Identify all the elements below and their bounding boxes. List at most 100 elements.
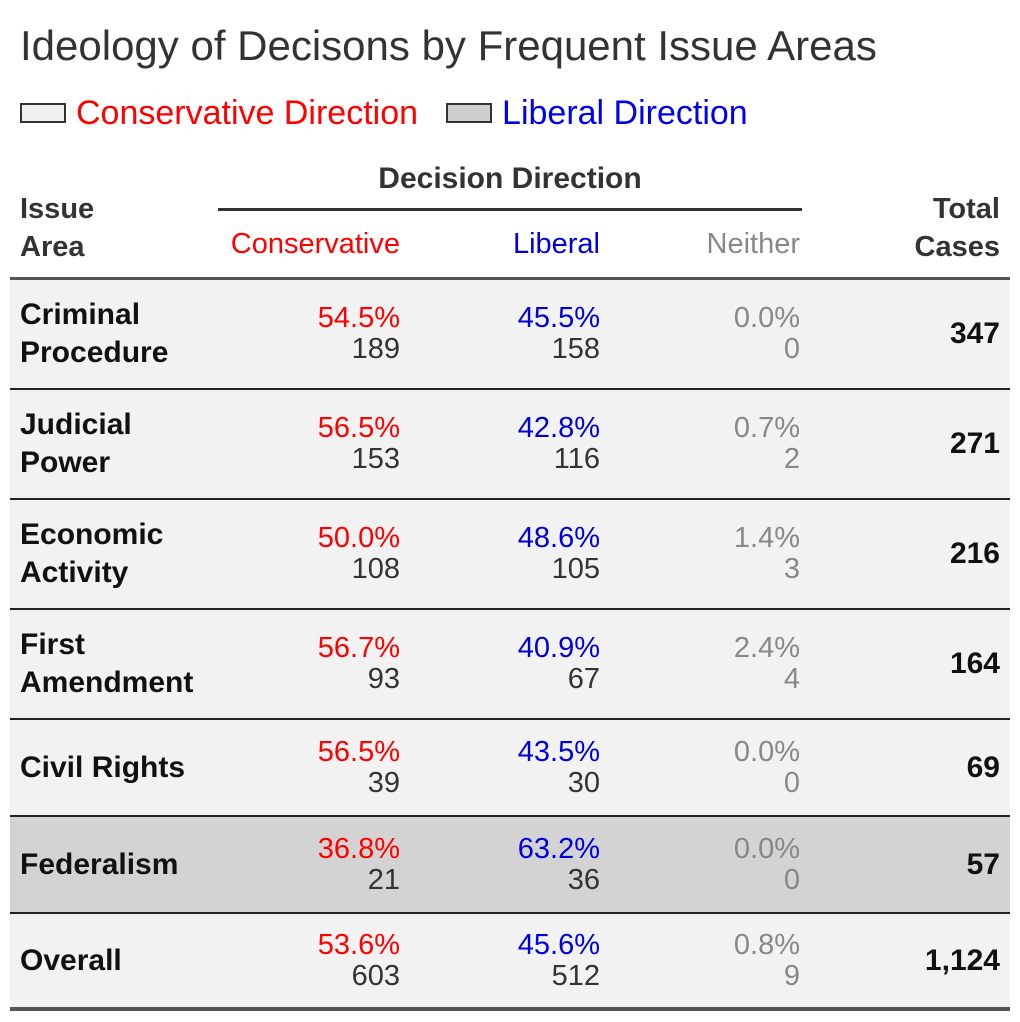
liberal-count: 116 xyxy=(553,443,600,475)
issue-area-label-text: Criminal Procedure xyxy=(20,296,168,372)
neither-percent: 1.4% xyxy=(733,522,800,554)
conservative-cell: 54.5% 189 xyxy=(318,280,400,388)
total-cases-value: 69 xyxy=(966,750,1000,784)
issue-area-label: Federalism xyxy=(20,817,230,912)
issue-area-label: First Amendment xyxy=(20,610,230,718)
neither-count: 0 xyxy=(783,333,800,365)
issue-area-label-line1: Economic xyxy=(20,518,164,551)
total-cases-value: 1,124 xyxy=(924,943,1000,977)
neither-cell: 0.8% 9 xyxy=(734,914,800,1007)
total-cases-value: 271 xyxy=(949,427,1000,460)
conservative-cell: 36.8% 21 xyxy=(318,817,400,912)
conservative-percent: 54.5% xyxy=(317,302,400,334)
total-cases-header-line2: Cases xyxy=(914,231,1000,263)
issue-area-header-line2: Area xyxy=(20,231,85,263)
liberal-percent: 45.6% xyxy=(517,928,600,961)
issue-area-label-line2: Amendment xyxy=(20,666,194,699)
issue-area-label-line1: Judicial xyxy=(20,408,132,441)
neither-cell: 0.7% 2 xyxy=(734,390,800,498)
issue-area-label: Criminal Procedure xyxy=(20,280,230,388)
neither-percent: 0.0% xyxy=(733,832,800,865)
conservative-count: 603 xyxy=(351,959,400,992)
liberal-cell: 63.2% 36 xyxy=(518,817,600,912)
legend-label-conservative: Conservative Direction xyxy=(76,93,419,132)
table-row: Civil Rights 56.5% 39 43.5% 30 0.0% 0 69 xyxy=(10,720,1010,817)
conservative-count: 39 xyxy=(367,766,400,799)
neither-percent: 0.8% xyxy=(733,928,800,961)
issue-area-label-line2: Activity xyxy=(20,556,129,589)
table-row: Economic Activity 50.0% 108 48.6% 105 1.4% 3 216 xyxy=(10,500,1010,610)
neither-cell: 1.4% 3 xyxy=(734,500,800,608)
table-row: Overall 53.6% 603 45.6% 512 0.8% 9 1,124 xyxy=(10,914,1010,1011)
table-row: Criminal Procedure 54.5% 189 45.5% 158 0.0% 0 34… xyxy=(10,280,1010,390)
liberal-count: 105 xyxy=(551,553,600,585)
neither-count: 0 xyxy=(783,766,800,799)
table-header: Decision Direction Issue Area Conservati… xyxy=(0,150,1020,280)
legend-item-liberal: Liberal Direction xyxy=(446,94,748,133)
issue-area-label-line1: Civil Rights xyxy=(20,750,186,784)
liberal-percent: 45.5% xyxy=(517,302,600,334)
liberal-cell: 45.6% 512 xyxy=(518,914,600,1007)
liberal-count: 158 xyxy=(551,333,600,365)
issue-area-label-text: Judicial Power xyxy=(20,406,132,482)
liberal-cell: 48.6% 105 xyxy=(518,500,600,608)
neither-count: 9 xyxy=(783,959,800,992)
total-cases-value: 216 xyxy=(949,537,1000,570)
liberal-percent: 48.6% xyxy=(517,522,600,554)
decision-direction-rule xyxy=(218,208,802,211)
issue-area-label-line1: First xyxy=(20,628,86,661)
issue-area-label-text: Federalism xyxy=(20,846,178,884)
conservative-count: 21 xyxy=(367,863,400,896)
conservative-cell: 56.5% 39 xyxy=(318,720,400,815)
total-cases-header: Total Cases xyxy=(915,190,1000,266)
neither-percent: 0.0% xyxy=(733,735,800,768)
table-row: First Amendment 56.7% 93 40.9% 67 2.4% 4 164 xyxy=(10,610,1010,720)
liberal-column-header: Liberal xyxy=(512,228,600,260)
issue-area-label-line1: Criminal xyxy=(20,298,141,331)
issue-area-label: Judicial Power xyxy=(20,390,230,498)
liberal-count: 67 xyxy=(567,663,600,695)
table-row: Judicial Power 56.5% 153 42.8% 116 0.7% 2 271 xyxy=(10,390,1010,500)
neither-percent: 2.4% xyxy=(733,632,800,664)
issue-area-header: Issue Area xyxy=(20,190,94,266)
issue-area-label-line2: Power xyxy=(20,446,111,479)
issue-area-label-text: Economic Activity xyxy=(20,516,163,592)
conservative-percent: 36.8% xyxy=(317,832,400,865)
conservative-percent: 56.7% xyxy=(317,632,400,664)
conservative-percent: 56.5% xyxy=(317,735,400,768)
conservative-count: 108 xyxy=(351,553,400,585)
neither-cell: 0.0% 0 xyxy=(734,817,800,912)
liberal-percent: 43.5% xyxy=(517,735,600,768)
chart-title: Ideology of Decisons by Frequent Issue A… xyxy=(20,22,877,69)
conservative-column-header: Conservative xyxy=(230,228,400,260)
total-cases-header-line1: Total xyxy=(932,193,1000,225)
liberal-count: 30 xyxy=(567,766,600,799)
header-rule xyxy=(10,277,1010,280)
conservative-percent: 53.6% xyxy=(317,928,400,961)
liberal-cell: 43.5% 30 xyxy=(518,720,600,815)
issue-area-label-line2: Procedure xyxy=(20,336,169,369)
neither-cell: 2.4% 4 xyxy=(734,610,800,718)
neither-count: 3 xyxy=(783,553,800,585)
issue-area-label-text: Overall xyxy=(20,942,122,980)
table-body: Criminal Procedure 54.5% 189 45.5% 158 0.0% 0 34… xyxy=(10,280,1010,1011)
legend-swatch-conservative xyxy=(20,103,66,123)
issue-area-label-line1: Overall xyxy=(20,943,122,977)
neither-count: 0 xyxy=(783,863,800,896)
conservative-cell: 53.6% 603 xyxy=(318,914,400,1007)
liberal-count: 36 xyxy=(567,863,600,896)
liberal-cell: 42.8% 116 xyxy=(518,390,600,498)
issue-area-header-line1: Issue xyxy=(20,193,95,225)
neither-column-header: Neither xyxy=(706,228,801,260)
liberal-percent: 63.2% xyxy=(517,832,600,865)
conservative-cell: 50.0% 108 xyxy=(318,500,400,608)
legend-swatch-liberal xyxy=(446,103,493,123)
total-cases-value: 347 xyxy=(949,317,1000,350)
issue-area-label-text: First Amendment xyxy=(20,626,193,702)
liberal-cell: 45.5% 158 xyxy=(518,280,600,388)
neither-count: 4 xyxy=(783,663,800,695)
conservative-cell: 56.5% 153 xyxy=(318,390,400,498)
neither-cell: 0.0% 0 xyxy=(734,720,800,815)
neither-percent: 0.0% xyxy=(733,302,800,334)
conservative-count: 153 xyxy=(351,443,400,475)
